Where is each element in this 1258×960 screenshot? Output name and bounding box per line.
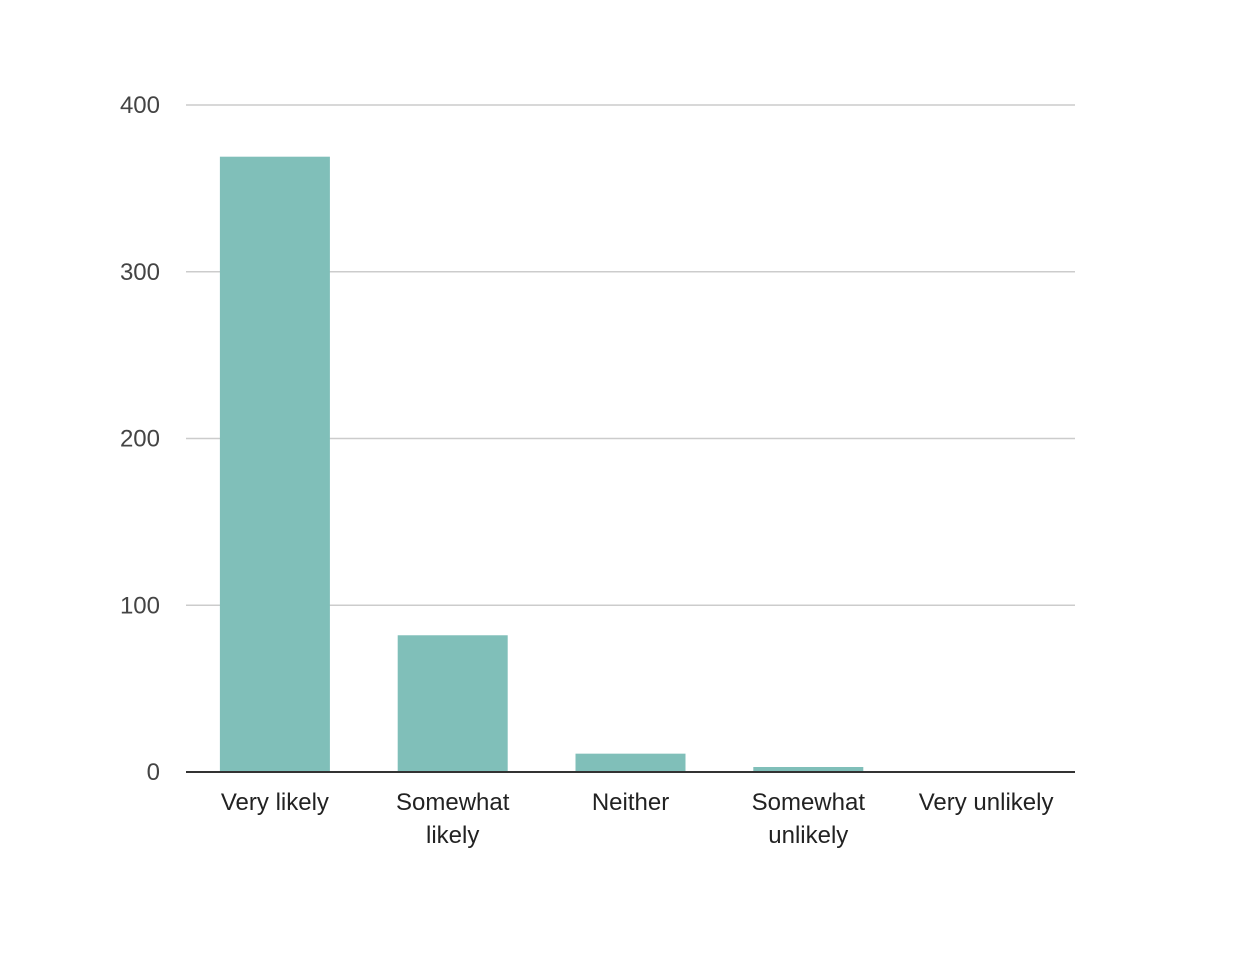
bar	[397, 635, 508, 772]
x-tick-label-line: Somewhat	[752, 789, 866, 816]
y-tick-label: 0	[147, 759, 160, 786]
x-tick-label-line: Very likely	[221, 789, 329, 816]
bar	[753, 766, 864, 772]
bar	[219, 156, 330, 772]
y-tick-label: 100	[120, 592, 160, 619]
x-tick-label-line: Neither	[592, 789, 669, 816]
y-axis-ticks: 0 100 200 300 400	[120, 92, 160, 786]
x-tick-label: Somewhat likely	[396, 789, 510, 849]
x-tick-label-line: likely	[426, 822, 479, 849]
x-tick-label: Very likely	[221, 789, 329, 816]
x-axis-labels: Very likely Somewhat likely Neither Somewhat…	[221, 789, 1054, 849]
x-tick-label: Very unlikely	[919, 789, 1054, 816]
bar	[575, 753, 686, 772]
y-tick-label: 200	[120, 426, 160, 453]
y-tick-label: 300	[120, 259, 160, 286]
x-tick-label-line: Very unlikely	[919, 789, 1054, 816]
x-tick-label: Neither	[592, 789, 669, 816]
x-tick-label: Somewhat unlikely	[752, 789, 866, 849]
gridlines	[186, 104, 1075, 606]
y-tick-label: 400	[120, 92, 160, 119]
x-tick-label-line: Somewhat	[396, 789, 510, 816]
x-tick-label-line: unlikely	[768, 822, 848, 849]
bars	[219, 156, 864, 772]
